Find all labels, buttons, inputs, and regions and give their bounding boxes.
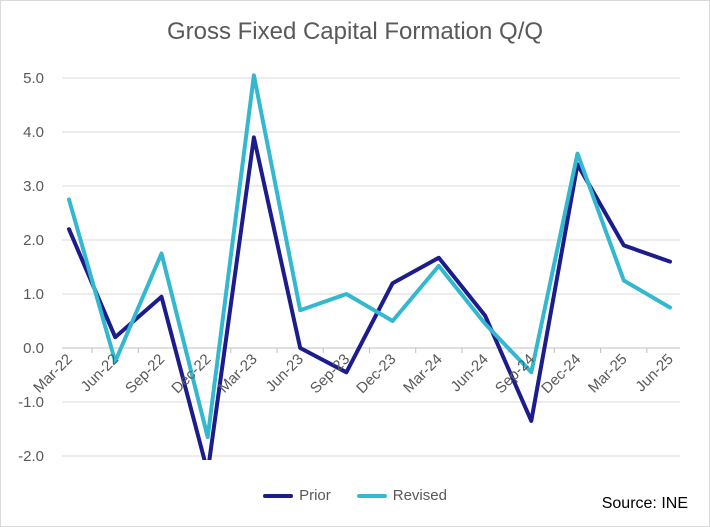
- legend-item-revised: Revised: [356, 487, 447, 504]
- legend-item-prior: Prior: [263, 487, 331, 504]
- y-tick-label: 0.0: [23, 340, 44, 357]
- x-tick-label: Mar-22: [30, 351, 76, 397]
- y-axis-ticks: 5.0 4.0 3.0 2.0 1.0 0.0 -1.0 -2.0: [18, 70, 44, 465]
- legend-swatch-prior: [263, 493, 294, 498]
- y-tick-label: 5.0: [23, 70, 44, 87]
- x-tick-label: Jun-23: [263, 351, 307, 395]
- y-tick-label: 2.0: [23, 232, 44, 249]
- x-tick-label: Jun-22: [78, 351, 122, 395]
- x-tick-label: Mar-24: [400, 351, 446, 397]
- y-tick-label: -1.0: [18, 394, 44, 411]
- legend-label-revised: Revised: [392, 487, 447, 504]
- series-lines: [67, 73, 672, 460]
- legend-label-prior: Prior: [299, 487, 331, 504]
- series-line-revised: [67, 73, 672, 440]
- x-tick-label: Sep-22: [122, 351, 168, 397]
- gridlines: [62, 77, 680, 457]
- legend-swatch-revised: [356, 493, 387, 498]
- source-note: Source: INE: [601, 495, 688, 512]
- series-line-prior: [67, 135, 672, 460]
- y-tick-label: 3.0: [23, 178, 44, 195]
- x-tick-label: Jun-25: [632, 351, 676, 395]
- x-tick-label: Jun-24: [447, 351, 491, 395]
- x-tick-label: Dec-24: [538, 351, 584, 397]
- chart-title: Gross Fixed Capital Formation Q/Q: [166, 18, 544, 45]
- x-tick-label: Dec-23: [353, 351, 399, 397]
- x-tick-label: Mar-25: [585, 351, 631, 397]
- legend: Prior Revised: [0, 487, 710, 504]
- y-tick-label: 1.0: [23, 286, 44, 303]
- y-tick-label: -2.0: [18, 448, 44, 465]
- x-tick-label: Dec-22: [168, 351, 214, 397]
- y-tick-label: 4.0: [23, 124, 44, 141]
